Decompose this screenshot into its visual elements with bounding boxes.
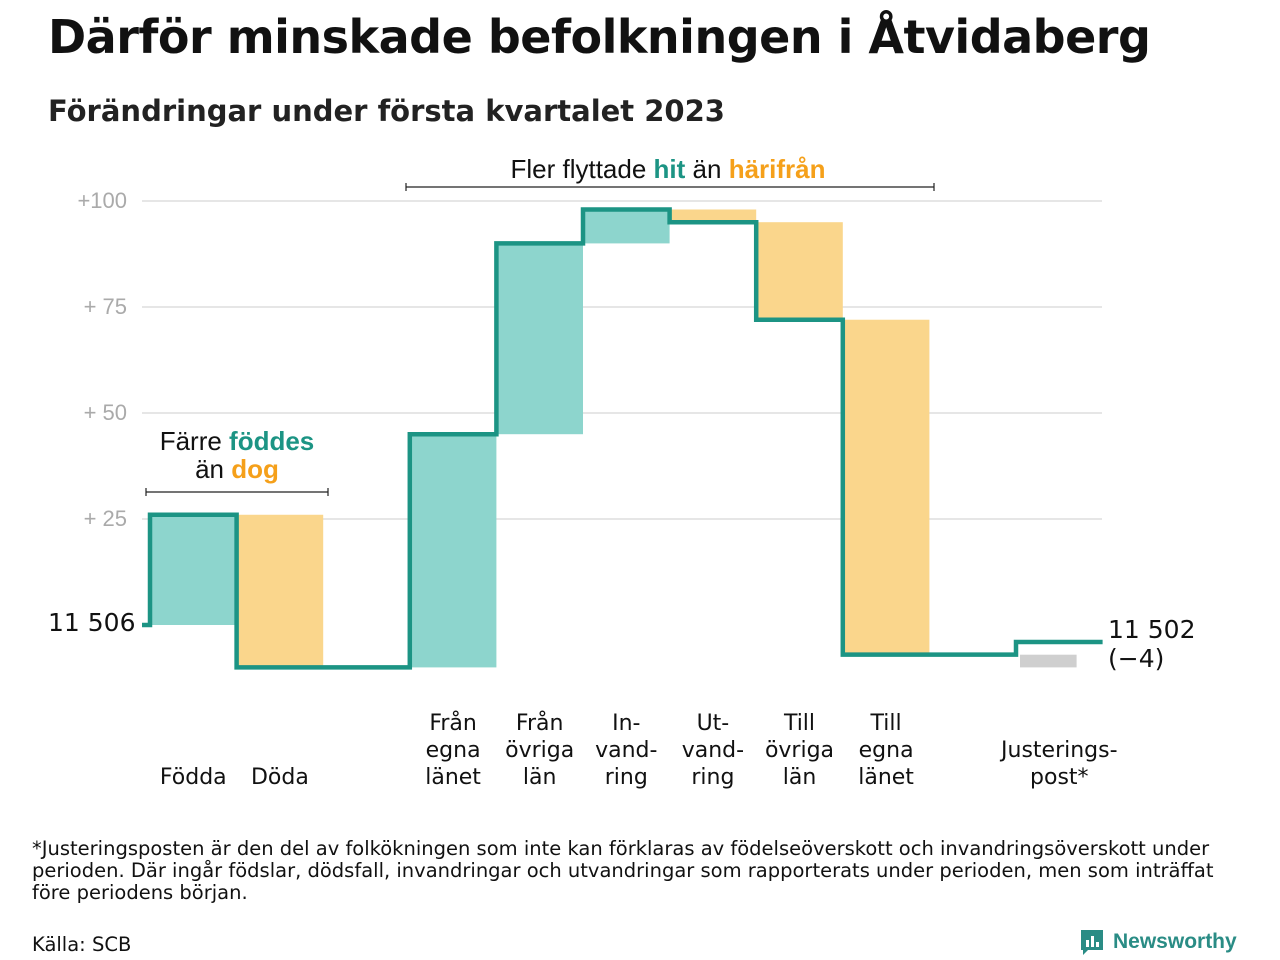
newsworthy-logo-text: Newsworthy bbox=[1113, 930, 1237, 953]
y-tick-label: + 50 bbox=[84, 400, 127, 425]
births-annotation-foddes: föddes bbox=[229, 426, 314, 456]
category-label: Justerings- bbox=[999, 738, 1118, 763]
waterfall-chart: + 25+ 50+ 75+100 Födda DödaFrånegnalänetF… bbox=[48, 154, 1195, 790]
bar-10 bbox=[1020, 654, 1077, 668]
end-value-label: 11 502 bbox=[1108, 615, 1195, 644]
step-line bbox=[142, 207, 1103, 670]
bar-3 bbox=[409, 434, 497, 668]
category-label: länet bbox=[425, 765, 481, 790]
category-label: egna bbox=[426, 738, 481, 763]
category-label: In- bbox=[612, 711, 640, 736]
y-tick-label: + 75 bbox=[84, 294, 127, 319]
category-label: Ut- bbox=[697, 711, 730, 736]
bar-0 bbox=[150, 514, 237, 625]
category-labels: Födda DödaFrånegnalänetFrånövrigalänIn-va… bbox=[160, 710, 1118, 790]
births-annotation-dog: dog bbox=[231, 454, 279, 484]
chart-subtitle: Förändringar under första kvartalet 2023 bbox=[48, 94, 725, 128]
gridlines: + 25 + 50 + 75 +100 bbox=[77, 188, 1102, 531]
category-label: Från bbox=[429, 710, 477, 736]
bar-7 bbox=[756, 222, 843, 320]
category-label: län bbox=[783, 765, 817, 790]
end-change-label: (−4) bbox=[1108, 644, 1164, 673]
footnote: *Justeringsposten är den del av folkökni… bbox=[32, 837, 1214, 904]
births-bracket bbox=[145, 488, 329, 496]
start-value-label: 11 506 bbox=[48, 608, 135, 637]
migration-bracket bbox=[405, 183, 935, 191]
newsworthy-logo: Newsworthy bbox=[1079, 928, 1237, 956]
category-label: Till bbox=[870, 711, 902, 736]
y-tick-label: + 25 bbox=[84, 506, 127, 531]
category-label: vand- bbox=[595, 738, 657, 763]
bar-5 bbox=[583, 209, 670, 244]
category-label: vand- bbox=[682, 738, 744, 763]
migration-annotation-harifran: härifrån bbox=[729, 154, 826, 184]
category-label: övriga bbox=[765, 738, 834, 763]
newsworthy-logo-icon bbox=[1081, 930, 1103, 955]
category-label: egna bbox=[859, 738, 914, 763]
category-label: Födda bbox=[160, 765, 227, 790]
bar-6 bbox=[669, 209, 757, 223]
migration-annotation-hit: hit bbox=[654, 154, 686, 184]
y-tick-label: +100 bbox=[77, 188, 127, 213]
bar-4 bbox=[496, 243, 583, 435]
category-label: Till bbox=[783, 711, 815, 736]
category-label: övriga bbox=[505, 738, 574, 763]
category-label: ring bbox=[605, 765, 648, 790]
migration-annotation-prefix: Fler flyttade bbox=[510, 154, 653, 184]
category-label: Döda bbox=[251, 765, 309, 790]
migration-annotation-middle: än bbox=[685, 154, 728, 184]
chart-title: Därför minskade befolkningen i Åtvidaber… bbox=[48, 10, 1151, 64]
category-label: ring bbox=[691, 765, 734, 790]
bar-1 bbox=[236, 514, 324, 668]
births-annotation-an: än bbox=[195, 454, 231, 484]
category-label: post* bbox=[1030, 765, 1089, 790]
births-annotation-line1: Färre föddes bbox=[160, 426, 315, 456]
bars bbox=[150, 209, 1077, 668]
source-label: Källa: SCB bbox=[32, 933, 132, 956]
cumulative-step-line bbox=[142, 207, 1103, 670]
migration-annotation: Fler flyttade hit än härifrån bbox=[510, 154, 825, 184]
category-label: Från bbox=[516, 710, 564, 736]
births-annotation-line2: än dog bbox=[195, 454, 279, 484]
category-label: län bbox=[523, 765, 557, 790]
category-label: länet bbox=[858, 765, 914, 790]
bar-8 bbox=[842, 319, 930, 655]
births-annotation-prefix: Färre bbox=[160, 426, 229, 456]
